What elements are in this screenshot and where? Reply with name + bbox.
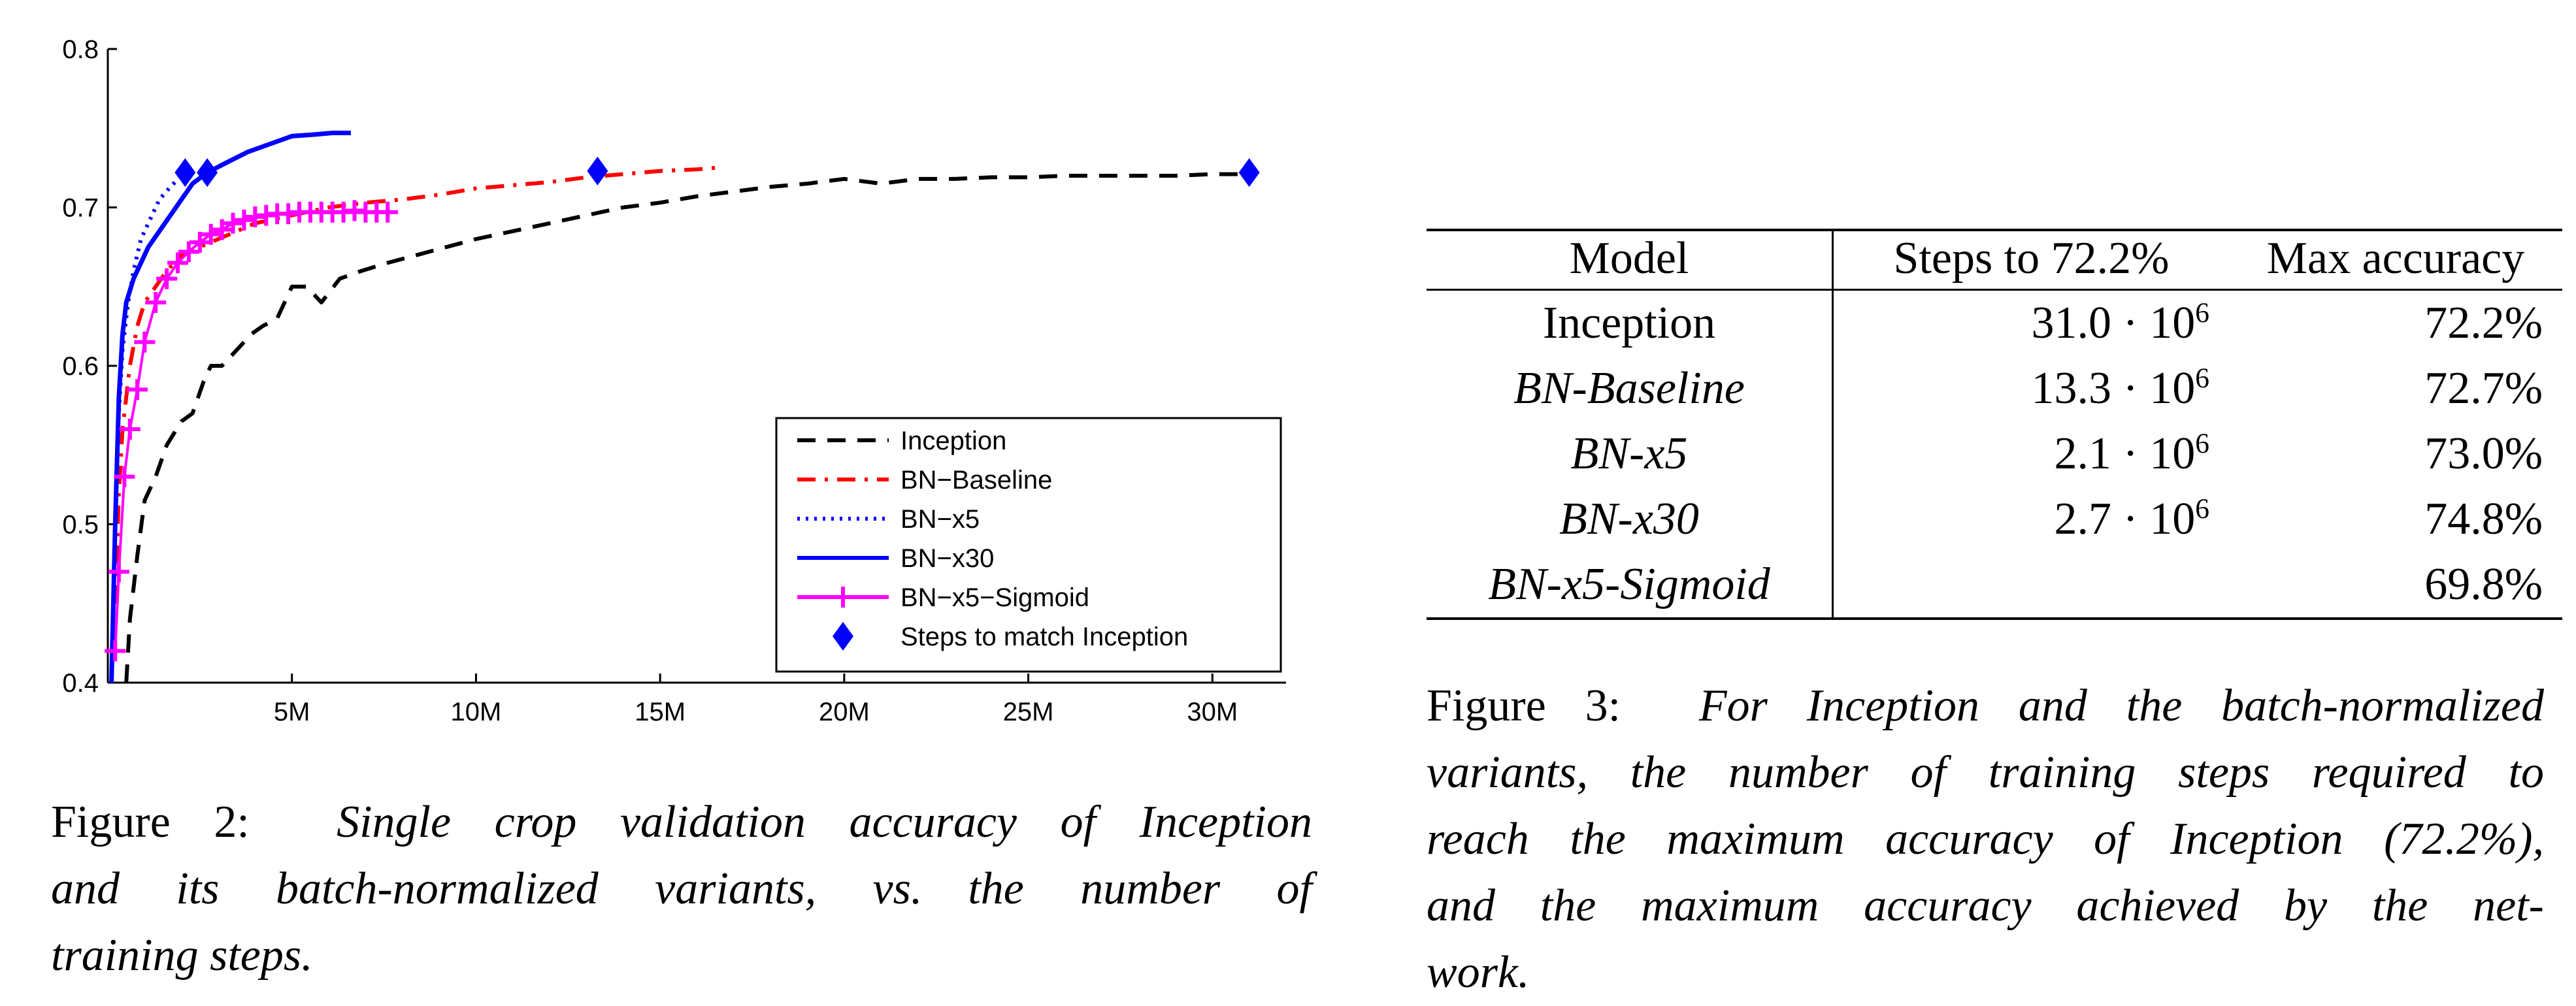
table-row: BN-x5 2.1 · 106 73.0% [1427,421,2562,487]
sigmoid-point [377,201,399,223]
sigmoid-point [127,379,148,400]
sigmoid-point [119,419,140,440]
y-tick-label: 0.5 [62,511,99,540]
figure-3-caption-line-5: work. [1427,947,1530,998]
legend-label: BN−x5 [900,505,980,534]
series-line-3 [109,131,351,683]
cell-model: BN-x30 [1427,487,1834,552]
y-tick-label: 0.6 [62,352,99,381]
sigmoid-point [114,466,135,487]
table-row: Inception 31.0 · 106 72.2% [1427,289,2562,357]
table-body: Inception 31.0 · 106 72.2% BN-Baseline 13.3 … [1427,289,2562,620]
sigmoid-point [134,331,156,353]
series-line-1 [113,165,716,604]
chart-axes: 0.4 0.5 0.6 0.7 0.8 5M 10M 15M 20M 25M 30M [62,35,1286,726]
cell-max-accuracy: 74.8% [2424,494,2543,544]
cell-steps: 13.3 · 106 [1833,356,2230,421]
steps-exponent: 6 [2195,493,2209,525]
steps-base: 31.0 · 10 [2031,298,2196,348]
header-max-accuracy: Max accuracy [2229,229,2562,291]
header-model: Model [1427,229,1834,291]
legend-label: Inception [900,427,1006,455]
cell-model: BN-x5 [1427,421,1834,487]
steps-base: 13.3 · 10 [2031,363,2196,414]
figure-3-label: Figure 3: [1427,681,1621,731]
x-tick-label: 15M [635,698,685,726]
figure-2-label: Figure 2: [51,797,250,847]
accuracy-chart: 0.4 0.5 0.6 0.7 0.8 5M 10M 15M 20M 25M 30M Incepti… [62,35,1286,726]
cell-max-accuracy: 72.2% [2424,298,2543,348]
sigmoid-point [178,241,199,263]
x-tick-label: 30M [1187,698,1238,726]
cell-model: BN-x5-Sigmoid [1427,552,1834,620]
legend-label: BN−Baseline [900,466,1052,495]
sigmoid-point [233,209,255,231]
sigmoid-point [167,252,189,274]
cell-max-accuracy: 73.0% [2424,429,2543,479]
y-tick-label: 0.8 [62,35,99,64]
cell-max-accuracy: 72.7% [2424,363,2543,414]
sigmoid-point [145,292,167,313]
sigmoid-point [200,223,222,245]
figure-2-caption-line-3: training steps. [51,930,313,981]
x-tick-label: 20M [819,698,870,726]
sigmoid-point [156,268,178,289]
x-tick-label: 25M [1003,698,1054,726]
match-marker [197,158,218,187]
x-tick-label: 5M [274,698,310,726]
match-marker [1238,158,1260,187]
figure-2-caption: Figure 2: Single crop validation accurac… [51,789,1312,989]
table-row: BN-x30 2.7 · 106 74.8% [1427,487,2562,552]
figure-2-caption-line-1: Figure 2: Single crop validation accurac… [51,797,1312,847]
cell-model: BN-Baseline [1427,356,1834,421]
figure-3-caption-line-4: and the maximum accuracy achieved by the… [1427,881,2544,931]
chart-legend: Inception BN−Baseline BN−x5 BN−x30 BN−x5−Sig… [775,417,1282,673]
steps-exponent: 6 [2195,428,2209,460]
header-steps: Steps to 72.2% [1832,229,2229,291]
sigmoid-point [211,219,233,240]
cell-steps: 2.7 · 106 [1833,487,2230,552]
x-tick-label: 10M [451,698,502,726]
chart-series [105,131,1249,683]
steps-base: 2.1 · 10 [2054,429,2196,479]
match-marker [174,158,196,187]
steps-exponent: 6 [2195,363,2209,395]
results-table: Model Steps to 72.2% Max accuracy Incept… [1427,229,2562,620]
steps-base: 2.7 · 10 [2054,494,2196,544]
y-tick-label: 0.4 [62,669,99,698]
sigmoid-point [189,231,210,253]
figure-3-caption-line-3: reach the maximum accuracy of Inception … [1427,814,2544,864]
cell-model: Inception [1427,289,1834,356]
figure-2-caption-line-2: and its batch-normalized variants, vs. t… [51,864,1312,914]
match-marker [587,156,608,186]
series-line-0 [124,172,1249,683]
cell-steps: 2.1 · 106 [1833,421,2230,487]
legend-label: BN−x30 [900,544,994,573]
table-row: BN-Baseline 13.3 · 106 72.7% [1427,356,2562,421]
cell-steps: 31.0 · 106 [1833,290,2230,357]
chart-markers [174,156,1260,187]
sigmoid-point [108,561,129,583]
figure-3-caption: Figure 3: For Inception and the batch-no… [1427,673,2544,1006]
table-header-row: Model Steps to 72.2% Max accuracy [1427,229,2562,291]
legend-box [775,417,1282,673]
legend-label: BN−x5−Sigmoid [900,583,1089,612]
sigmoid-point [105,640,126,662]
steps-exponent: 6 [2195,297,2209,329]
legend-label: Steps to match Inception [900,623,1188,651]
sigmoid-point [222,212,244,234]
legend-swatch [833,622,853,651]
cell-steps [1832,552,2229,620]
cell-max-accuracy: 69.8% [2229,552,2562,620]
figure-3-caption-line-1: Figure 3: For Inception and the batch-no… [1427,681,2544,731]
y-tick-label: 0.7 [62,194,99,223]
figure-3-caption-line-2: variants, the number of training steps r… [1427,747,2544,798]
table-row: BN-x5-Sigmoid 69.8% [1427,552,2562,620]
